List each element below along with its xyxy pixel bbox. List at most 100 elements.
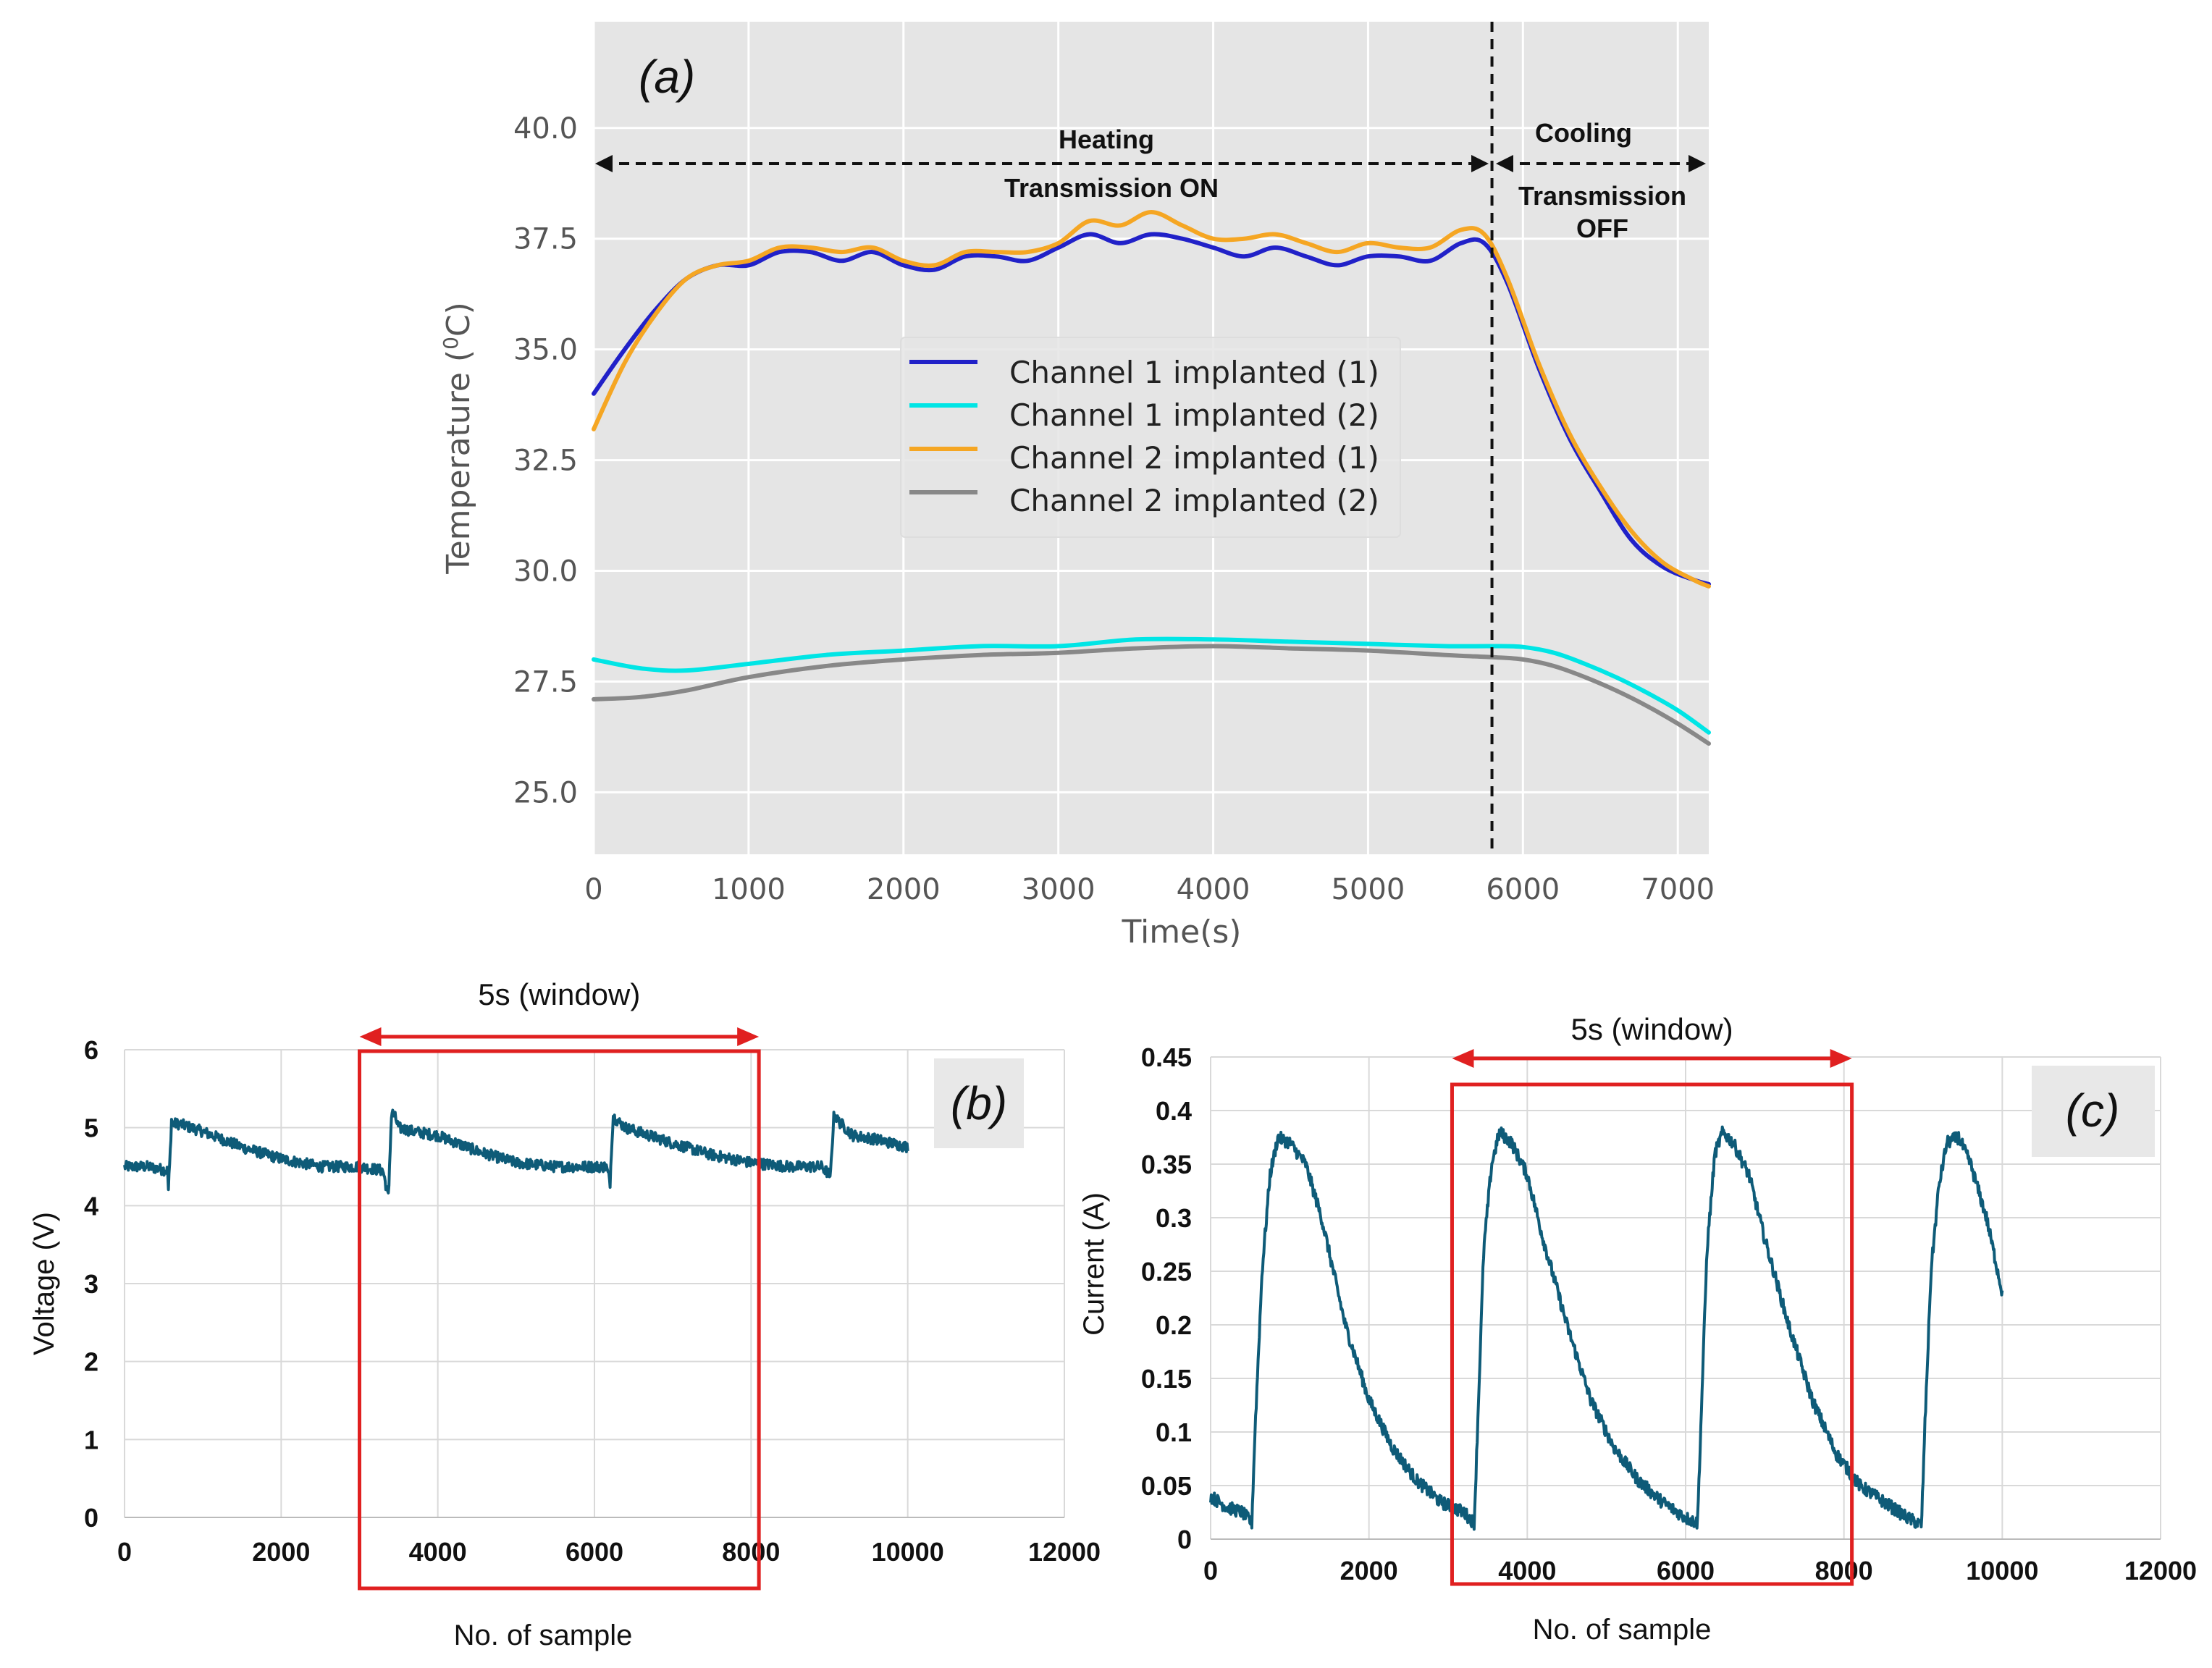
panel-b-window-label: 5s (window)	[478, 977, 640, 1011]
c-ytick-0.1: 0.1	[1156, 1418, 1192, 1447]
heating-label: Heating	[1059, 125, 1154, 154]
panel-a-y-axis-label: Temperature (0C)	[439, 302, 477, 575]
ylabel-part-1: Temperature (	[440, 350, 477, 575]
c-ytick-0: 0	[1177, 1525, 1192, 1554]
c-window-arrow-left	[1452, 1049, 1474, 1068]
a-ytick-40.0: 40.0	[513, 112, 578, 146]
a-ytick-32.5: 32.5	[513, 445, 578, 478]
c-xtick-4000: 4000	[1498, 1556, 1556, 1585]
b-xtick-6000: 6000	[565, 1537, 623, 1567]
a-series-channel-2-implanted-2	[592, 644, 1711, 746]
b-xtick-2000: 2000	[252, 1537, 310, 1567]
a-ytick-37.5: 37.5	[513, 223, 578, 256]
panel-c-x-ticks: 0 2000 4000 6000 8000 10000 12000	[1203, 1556, 2197, 1585]
c-ytick-0.4: 0.4	[1156, 1096, 1192, 1126]
b-ytick-5: 5	[84, 1113, 98, 1143]
panel-c-window-box	[1450, 1082, 1854, 1586]
a-xtick-2000: 2000	[867, 873, 941, 906]
legend-label-ch1-impl2: Channel 1 implanted (2)	[1009, 397, 1379, 433]
c-ytick-0.3: 0.3	[1156, 1203, 1192, 1233]
cooling-label: Cooling	[1535, 118, 1632, 148]
b-ytick-3: 3	[84, 1269, 98, 1299]
c-xtick-0: 0	[1203, 1556, 1218, 1585]
panel-c-window-arrow	[1452, 1049, 1852, 1068]
panel-b-grid	[124, 1049, 1065, 1518]
panel-a-series	[592, 210, 1711, 746]
c-xtick-12000: 12000	[2124, 1556, 2197, 1585]
a-xtick-4000: 4000	[1177, 873, 1250, 906]
a-ytick-25.0: 25.0	[513, 776, 578, 809]
cooling-arrow-left-head	[1496, 155, 1513, 172]
c-series-current	[1209, 1125, 2004, 1531]
panel-c-grid	[1210, 1056, 2161, 1540]
b-ytick-0: 0	[84, 1503, 98, 1533]
panel-b-window-arrow	[359, 1027, 760, 1046]
c-ytick-0.15: 0.15	[1141, 1364, 1192, 1394]
b-xtick-10000: 10000	[872, 1537, 944, 1567]
c-xtick-10000: 10000	[1966, 1556, 2038, 1585]
b-xtick-12000: 12000	[1028, 1537, 1101, 1567]
c-ytick-0.45: 0.45	[1141, 1042, 1192, 1072]
c-xtick-8000: 8000	[1815, 1556, 1873, 1585]
panel-a-x-ticks: 0 1000 2000 3000 4000 5000 6000 7000	[584, 873, 1715, 906]
c-ytick-0.35: 0.35	[1141, 1150, 1192, 1179]
b-window-arrow-left	[359, 1027, 382, 1046]
a-xtick-0: 0	[584, 873, 602, 906]
b-xtick-8000: 8000	[722, 1537, 780, 1567]
a-xtick-6000: 6000	[1486, 873, 1560, 906]
panel-b-label-background	[934, 1058, 1024, 1148]
panel-a-y-ticks: 25.0 27.5 30.0 32.5 35.0 37.5 40.0	[513, 112, 578, 810]
b-ytick-2: 2	[84, 1347, 98, 1377]
b-series-voltage	[123, 1108, 909, 1195]
c-xtick-2000: 2000	[1340, 1556, 1398, 1585]
panel-c-label-background	[2032, 1066, 2155, 1157]
c-window-arrow-right	[1830, 1049, 1852, 1068]
c-ytick-0.2: 0.2	[1156, 1310, 1192, 1340]
a-ytick-30.0: 30.0	[513, 555, 578, 589]
panel-a-x-axis-label: Time(s)	[1122, 914, 1242, 951]
c-xtick-6000: 6000	[1657, 1556, 1715, 1585]
panel-c-x-axis-label: No. of sample	[1533, 1614, 1712, 1646]
legend-box	[900, 337, 1401, 538]
panel-a-label: (a)	[639, 51, 695, 103]
legend-label-ch2-impl1: Channel 2 implanted (1)	[1009, 440, 1379, 476]
a-xtick-1000: 1000	[712, 873, 786, 906]
heating-arrow-right-head	[1471, 155, 1489, 172]
c-ytick-0.05: 0.05	[1141, 1471, 1192, 1501]
b-ytick-6: 6	[84, 1035, 98, 1065]
panel-b-series	[123, 1108, 909, 1195]
panel-b-x-axis-label: No. of sample	[454, 1619, 633, 1651]
a-ytick-35.0: 35.0	[513, 334, 578, 367]
a-xtick-3000: 3000	[1022, 873, 1096, 906]
transmission-on-label: Transmission ON	[1004, 173, 1219, 203]
a-xtick-7000: 7000	[1641, 873, 1715, 906]
a-xtick-5000: 5000	[1332, 873, 1405, 906]
panel-b-y-ticks: 0 1 2 3 4 5 6	[84, 1035, 98, 1533]
a-series-channel-1-implanted-2	[592, 636, 1711, 735]
a-series-channel-2-implanted-1	[592, 210, 1711, 589]
panel-a: 0 1000 2000 3000 4000 5000 6000 7000 25.0 27.5 30…	[439, 22, 1715, 951]
panel-c-y-axis-label: Current (A)	[1078, 1192, 1110, 1336]
transmission-off-label-2: OFF	[1576, 214, 1628, 243]
ylabel-part-2: C)	[440, 302, 477, 337]
b-ytick-4: 4	[84, 1191, 98, 1221]
c-ytick-0.25: 0.25	[1141, 1257, 1192, 1286]
heating-arrow-left-head	[595, 155, 613, 172]
ylabel-superscript: 0	[439, 337, 463, 350]
panel-b: 0 2000 4000 6000 8000 10000 12000 0 1 2 3 4 5 6 5s (…	[28, 977, 1101, 1651]
panel-b-x-ticks: 0 2000 4000 6000 8000 10000 12000	[117, 1537, 1101, 1567]
b-xtick-4000: 4000	[409, 1537, 467, 1567]
panel-c: 0 2000 4000 6000 8000 10000 12000 0 0.05 0.1 0.15…	[1078, 1012, 2197, 1646]
panel-b-label: (b)	[951, 1077, 1007, 1129]
legend-label-ch1-impl1: Channel 1 implanted (1)	[1009, 355, 1379, 390]
b-window-arrow-right	[737, 1027, 760, 1046]
panel-c-y-ticks: 0 0.05 0.1 0.15 0.2 0.25 0.3 0.35 0.4 0.45	[1141, 1042, 1192, 1554]
b-xtick-0: 0	[117, 1537, 132, 1567]
panel-a-grid	[592, 22, 1709, 854]
a-ytick-27.5: 27.5	[513, 665, 578, 699]
panel-c-label: (c)	[2066, 1084, 2120, 1137]
transmission-off-label: Transmission	[1518, 181, 1686, 211]
panel-b-window-box	[358, 1049, 761, 1591]
cooling-arrow-right-head	[1689, 155, 1706, 172]
